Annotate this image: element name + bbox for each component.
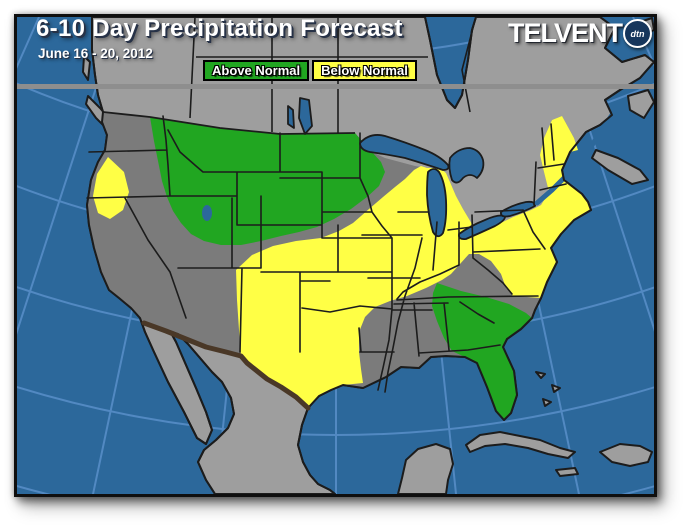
lake-ontario <box>500 200 536 218</box>
bahamas <box>535 371 561 407</box>
hispaniola <box>599 443 653 467</box>
st-lawrence-river <box>534 112 615 206</box>
state-borders <box>86 115 567 393</box>
great-lakes <box>202 97 536 241</box>
north-america-map <box>17 17 654 494</box>
newfoundland <box>627 89 654 119</box>
us-mexico-border <box>141 320 311 411</box>
forecast-map-card: 6-10 Day Precipitation Forecast June 16 … <box>14 14 657 497</box>
cuba <box>465 431 576 459</box>
coastline <box>86 17 654 494</box>
alaska-panhandle-island <box>82 55 91 81</box>
lake-winnipeg <box>287 97 313 135</box>
lake-erie <box>457 214 506 241</box>
yucatan <box>397 443 454 494</box>
jamaica <box>555 467 579 477</box>
separator-bar <box>17 84 654 89</box>
region-below-normal-central <box>236 116 591 408</box>
region-above-normal-southeast <box>432 283 533 420</box>
lake-michigan <box>426 168 448 238</box>
great-salt-lake <box>202 205 212 221</box>
us-canada-border <box>102 111 356 135</box>
nova-scotia <box>591 149 649 185</box>
region-below-normal-west-coast <box>93 157 129 219</box>
lake-superior <box>359 134 450 171</box>
lake-huron <box>448 147 485 184</box>
